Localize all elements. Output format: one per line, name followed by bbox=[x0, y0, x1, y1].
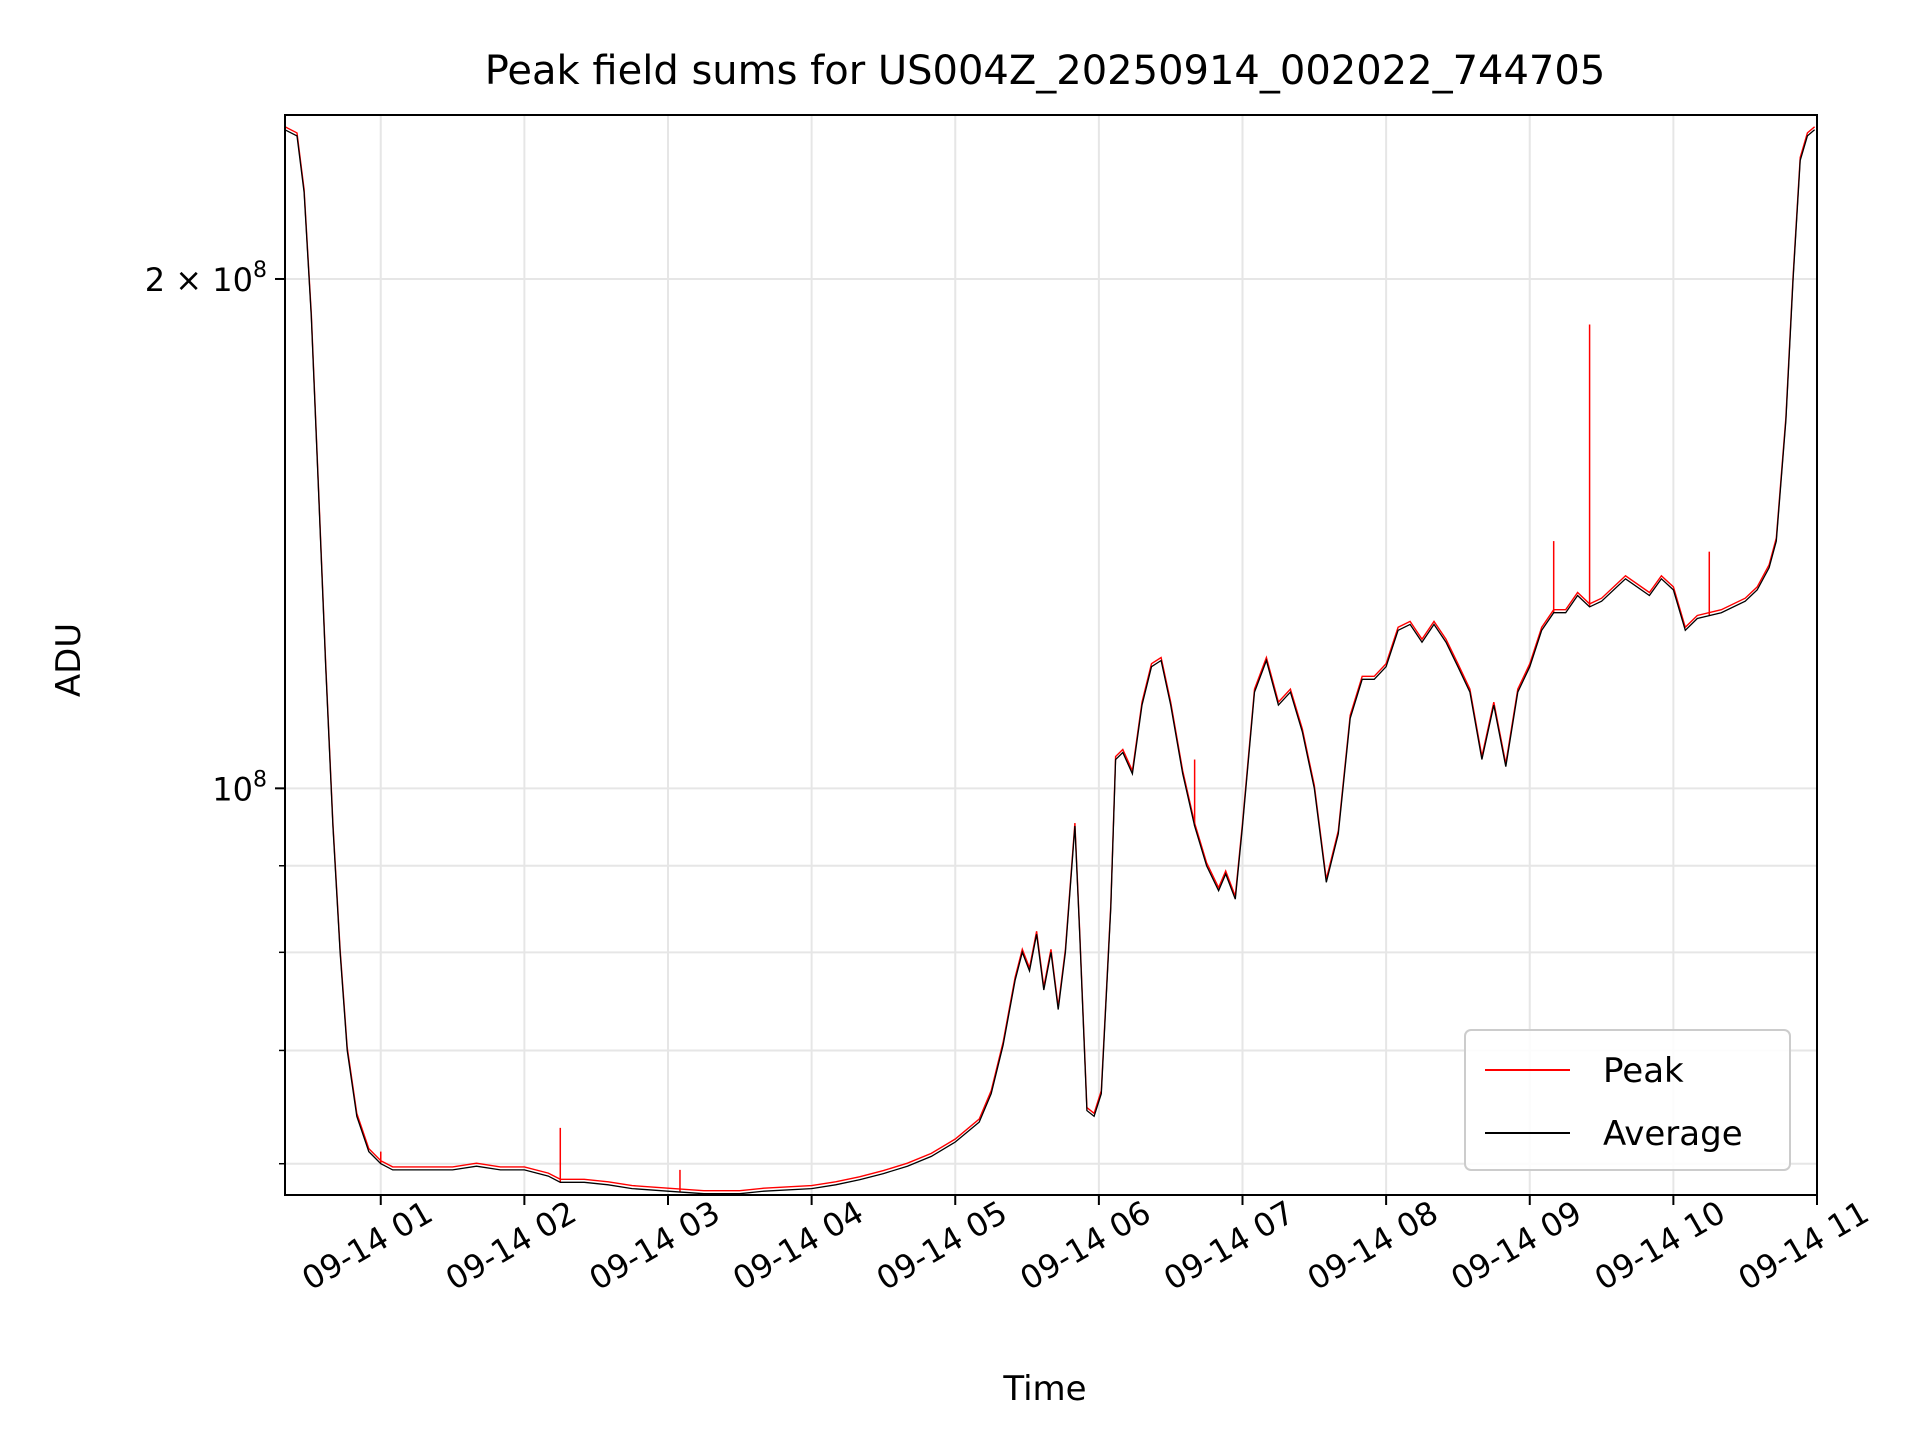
peak-series-line bbox=[284, 126, 1816, 1192]
y-tick-label-exponent: 8 bbox=[253, 258, 267, 283]
axes-frame bbox=[284, 114, 1818, 1196]
y-tick-label-base: 2 × 10 bbox=[145, 261, 253, 299]
legend-average-label: Average bbox=[1603, 1114, 1743, 1154]
average-series-line bbox=[284, 129, 1816, 1195]
legend-peak-label: Peak bbox=[1603, 1051, 1684, 1091]
y-tick-label-base: 10 bbox=[212, 770, 253, 808]
y-tick-label-exponent: 8 bbox=[253, 767, 267, 792]
peak-spikes bbox=[380, 324, 1711, 1193]
legend: Peak Average bbox=[1464, 1029, 1791, 1171]
y-tick-label: 2 × 108 bbox=[145, 258, 267, 299]
plot-area bbox=[284, 126, 1816, 1195]
x-axis-label: Time bbox=[1002, 1369, 1086, 1409]
chart-title: Peak field sums for US004Z_20250914_0020… bbox=[485, 48, 1606, 94]
legend-box bbox=[1464, 1029, 1791, 1171]
y-tick-label: 108 bbox=[212, 767, 267, 808]
y-axis-label: ADU bbox=[49, 623, 89, 697]
